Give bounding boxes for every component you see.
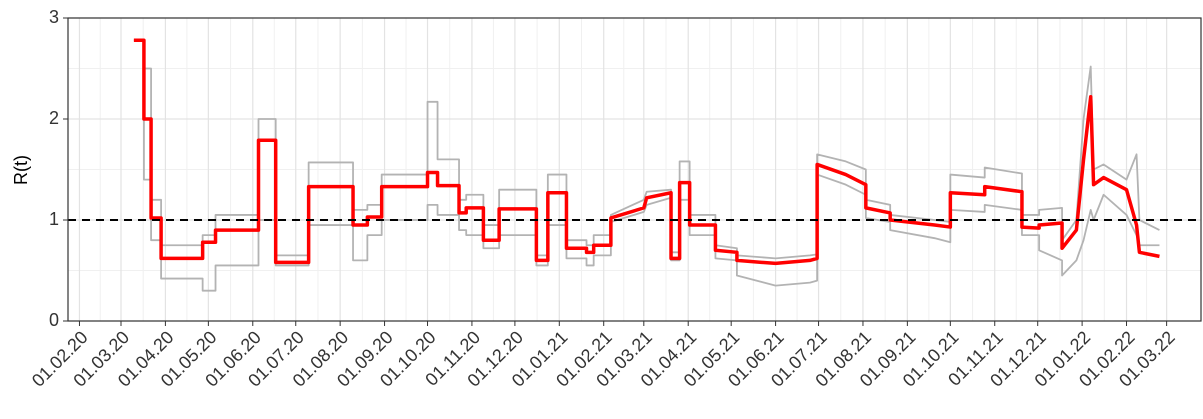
y-tick-label: 2 (49, 108, 59, 128)
y-tick-label: 1 (49, 209, 59, 229)
series-line (133, 39, 1160, 260)
series-line (133, 39, 1160, 292)
y-axis-label: R(t) (11, 155, 31, 185)
y-tick-label: 0 (49, 310, 59, 330)
plot-border (67, 17, 1202, 322)
series-line (133, 38, 1160, 266)
y-tick-label: 3 (49, 7, 59, 27)
